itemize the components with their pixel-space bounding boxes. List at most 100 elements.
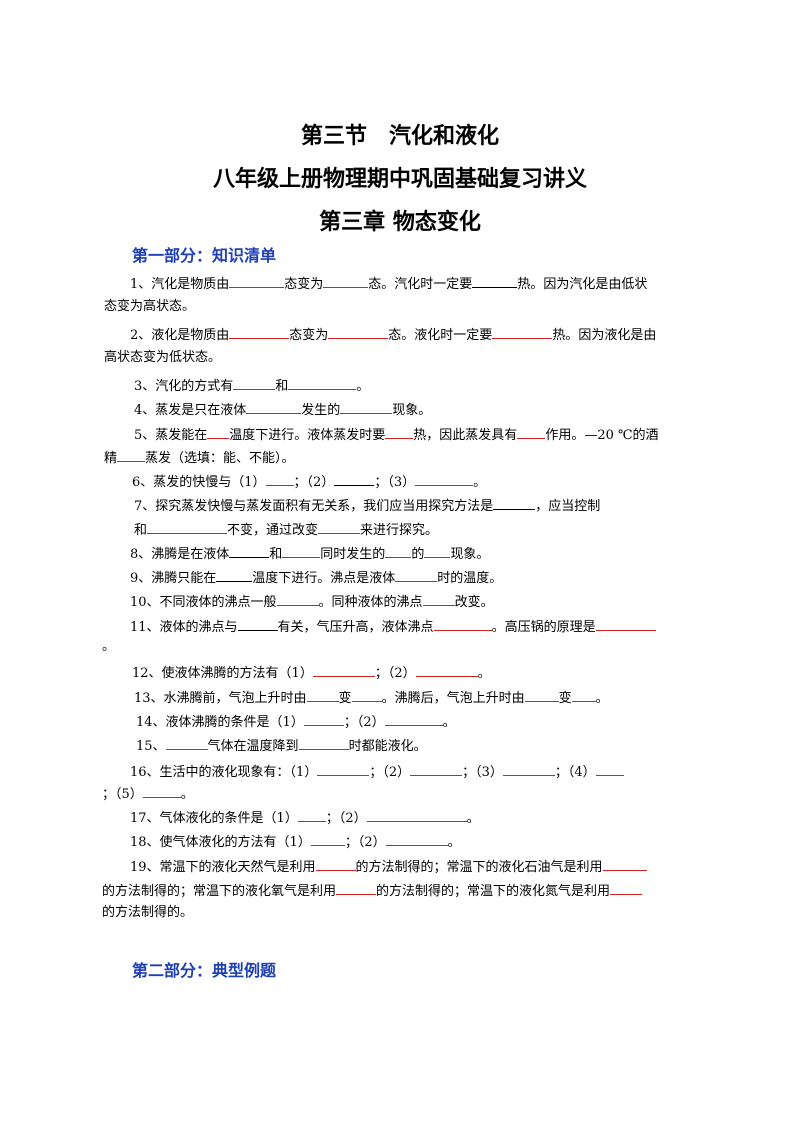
q8-blank-2 <box>282 544 321 558</box>
q1-text-c: 态。汽化时一定要 <box>368 277 473 292</box>
q14-blank-1 <box>303 712 344 726</box>
q5-blank-2 <box>385 425 414 439</box>
q17-text-b: ；（2） <box>325 811 367 826</box>
q6-text-d: 。 <box>473 475 487 490</box>
question-12: 12、使液体沸腾的方法有（1） ；（2） 。 <box>132 663 491 683</box>
question-17: 17、气体液化的条件是（1） ；（2） 。 <box>130 808 480 828</box>
q17-blank-2 <box>366 808 467 822</box>
q18-text-a: 18、使气体液化的方法有（1） <box>130 835 311 850</box>
q1-blank-3 <box>472 274 518 288</box>
q16-blank-5 <box>142 784 181 798</box>
q15-text-b: 气体在温度降到 <box>207 739 299 754</box>
q13-blank-3 <box>524 688 559 702</box>
q10-text-a: 10、不同液体的沸点一般 <box>130 595 277 610</box>
lecture-title: 八年级上册物理期中巩固基础复习讲义 <box>212 167 587 192</box>
q5-blank-1 <box>207 425 230 439</box>
q1-text-d: 热。因为汽化是由低状 <box>517 277 648 292</box>
q19-blank-3 <box>336 881 377 895</box>
q13-blank-1 <box>306 688 339 702</box>
q8-text-a: 8、沸腾是在液体 <box>130 547 230 562</box>
q11-text-c: 。高压锅的原理是 <box>491 620 596 635</box>
question-3: 3、汽化的方式有 和 。 <box>134 376 369 396</box>
q14-text-a: 14、液体沸腾的条件是（1） <box>136 715 304 730</box>
q7-blank-3 <box>318 520 361 534</box>
q11-blank-3 <box>595 617 656 631</box>
q18-text-c: 。 <box>447 835 461 850</box>
q18-text-b: ；（2） <box>344 835 386 850</box>
q5-blank-3 <box>517 425 546 439</box>
q16-text-b: ；（2） <box>369 765 411 780</box>
q18-blank-2 <box>385 832 448 846</box>
question-2-cont: 高状态变为低状态。 <box>104 349 221 367</box>
q2-blank-3 <box>492 325 553 339</box>
q10-blank-1 <box>276 592 319 606</box>
q8-text-e: 现象。 <box>450 547 490 562</box>
q4-text-c: 现象。 <box>392 403 432 418</box>
q12-blank-2 <box>415 663 478 677</box>
q2-text-b: 态变为 <box>289 328 329 343</box>
q15-blank-2 <box>298 736 349 750</box>
q16-text-c: ；（3） <box>462 765 503 780</box>
question-8: 8、沸腾是在液体 和 同时发生的 的 现象。 <box>130 544 489 564</box>
q2-blank-2 <box>328 325 389 339</box>
q7-text-b: ，应当控制 <box>535 499 601 514</box>
q9-text-b: 温度下进行。沸点是液体 <box>252 571 396 586</box>
question-10: 10、不同液体的沸点一般 。同种液体的沸点 改变。 <box>130 592 494 612</box>
q1-blank-2 <box>323 274 369 288</box>
q16-blank-2 <box>410 762 463 776</box>
q7-text-e: 来进行探究。 <box>360 523 439 538</box>
question-7-cont: 和 不变，通过改变 来进行探究。 <box>134 520 438 540</box>
chapter-title: 第三章 物态变化 <box>319 210 481 235</box>
part-two-heading: 第二部分：典型例题 <box>132 961 277 980</box>
q19-blank-4 <box>610 881 643 895</box>
question-11: 11、液体的沸点与 有关，气压升高，液体沸点 。高压锅的原理是 <box>130 617 656 637</box>
q6-blank-3 <box>415 472 474 486</box>
q7-text-c: 和 <box>134 523 148 538</box>
q11-blank-1 <box>237 617 278 631</box>
q19-text-b: 的方法制得的；常温下的液化石油气是利用 <box>355 860 603 875</box>
q19-blank-1 <box>315 857 356 871</box>
question-19-cont-1: 的方法制得的；常温下的液化氧气是利用 的方法制得的；常温下的液化氮气是利用 <box>102 881 643 901</box>
q12-blank-1 <box>312 663 375 677</box>
q8-text-d: 的 <box>411 547 425 562</box>
q15-blank-1 <box>165 736 208 750</box>
q3-text-b: 和 <box>275 379 289 394</box>
q14-blank-2 <box>384 712 443 726</box>
q5-text-d: 作用。—20 ℃的酒 <box>545 428 659 443</box>
q9-text-c: 时的温度。 <box>437 571 503 586</box>
question-19: 19、常温下的液化天然气是利用 的方法制得的；常温下的液化石油气是利用 <box>130 857 647 877</box>
q6-text-b: ；（2） <box>293 475 335 490</box>
q7-text-d: 不变，通过改变 <box>227 523 319 538</box>
question-1-cont: 态变为高状态。 <box>104 298 195 316</box>
question-1: 1、汽化是物质由 态变为 态。汽化时一定要 热。因为汽化是由低状 <box>130 274 647 294</box>
q5-blank-4 <box>117 448 146 462</box>
q1-text-b: 态变为 <box>284 277 324 292</box>
question-16-cont: ；（5） 。 <box>102 784 194 804</box>
question-16: 16、生活中的液化现象有：（1） ；（2） ；（3） ；（4） <box>130 762 624 782</box>
q4-text-b: 发生的 <box>301 403 341 418</box>
q19-text-c: 的方法制得的；常温下的液化氧气是利用 <box>102 884 337 899</box>
q7-blank-1 <box>493 496 536 510</box>
q11-text-d: 。 <box>102 639 116 654</box>
q5-text-a: 5、蒸发能在 <box>134 428 208 443</box>
q5-text-b: 温度下进行。液体蒸发时要 <box>229 428 386 443</box>
question-9: 9、沸腾只能在 温度下进行。沸点是液体 时的温度。 <box>130 568 502 588</box>
q8-blank-4 <box>424 544 451 558</box>
q8-blank-3 <box>385 544 412 558</box>
q12-text-a: 12、使液体沸腾的方法有（1） <box>132 666 313 681</box>
q2-text-c: 态。液化时一定要 <box>388 328 493 343</box>
q5-text-c: 热，因此蒸发具有 <box>413 428 518 443</box>
q12-text-b: ；（2） <box>374 666 416 681</box>
q3-text-a: 3、汽化的方式有 <box>134 379 234 394</box>
q13-text-e: 。 <box>595 691 609 706</box>
question-2: 2、液化是物质由 态变为 态。液化时一定要 热。因为液化是由 <box>130 325 656 345</box>
q16-text-f: 。 <box>180 787 194 802</box>
q13-blank-4 <box>571 688 596 702</box>
q10-text-c: 改变。 <box>454 595 494 610</box>
q7-blank-2 <box>147 520 228 534</box>
question-7: 7、探究蒸发快慢与蒸发面积有无关系，我们应当用探究方法是 ，应当控制 <box>134 496 600 516</box>
q19-text-e: 的方法制得的。 <box>102 905 194 920</box>
question-5: 5、蒸发能在 温度下进行。液体蒸发时要 热，因此蒸发具有 作用。—20 ℃的酒 <box>134 425 659 445</box>
question-13: 13、水沸腾前，气泡上升时由 变 。沸腾后，气泡上升时由 变 。 <box>134 688 609 708</box>
